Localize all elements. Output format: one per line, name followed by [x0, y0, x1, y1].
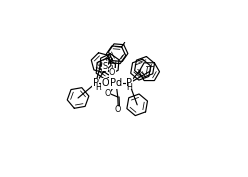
- Text: H: H: [95, 83, 101, 92]
- Text: S: S: [102, 62, 108, 71]
- Text: O: O: [102, 78, 109, 88]
- Text: O: O: [115, 105, 121, 113]
- Text: O: O: [104, 89, 111, 98]
- Text: Pd: Pd: [110, 78, 122, 88]
- Text: P: P: [126, 78, 132, 88]
- Text: O: O: [107, 59, 113, 65]
- Text: P: P: [93, 78, 99, 88]
- Text: O: O: [96, 61, 102, 67]
- Text: H: H: [127, 83, 133, 92]
- Text: O: O: [109, 68, 115, 77]
